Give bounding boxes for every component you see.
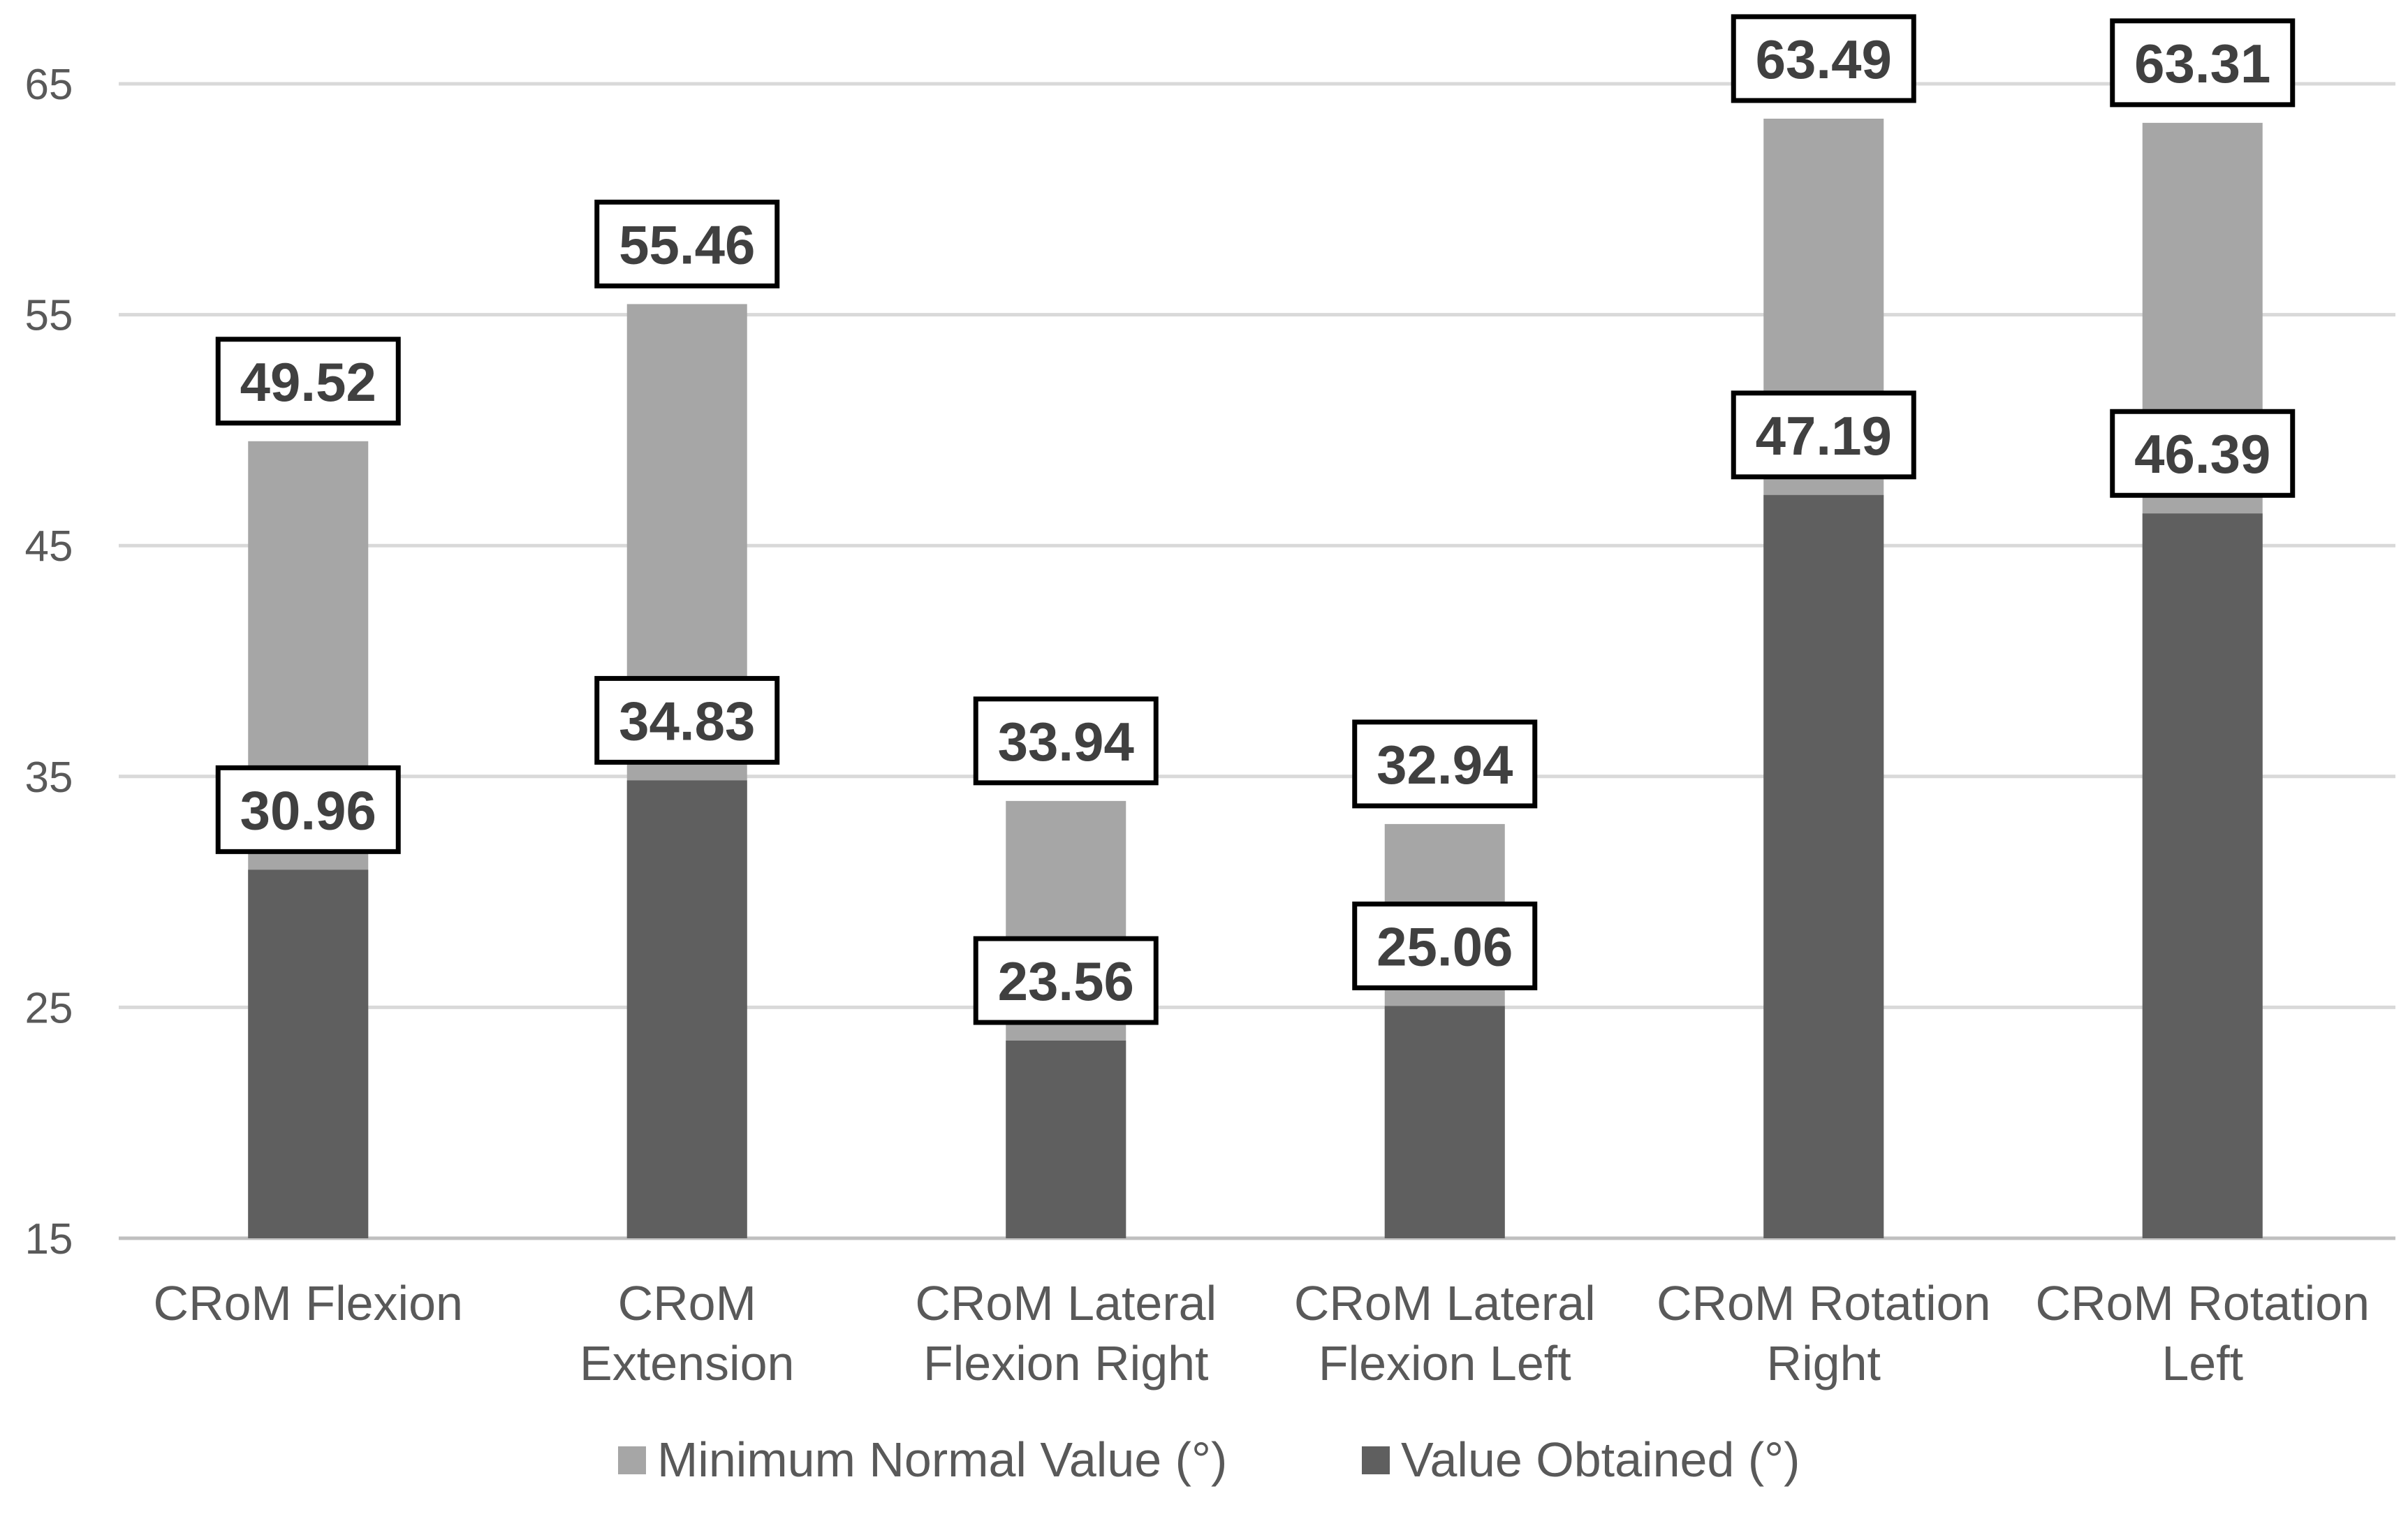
bar-value-obtained: [1006, 1041, 1126, 1238]
x-category-label: CRoM Lateral: [915, 1276, 1217, 1330]
label-minimum-normal-box: [594, 199, 780, 288]
label-minimum-normal: 63.31: [2134, 33, 2270, 94]
bar-value-obtained: [248, 869, 369, 1238]
x-category-label: Left: [2161, 1336, 2243, 1390]
x-category-label: CRoM Rotation: [2035, 1276, 2370, 1330]
x-category-label: CRoM Flexion: [154, 1276, 463, 1330]
label-value-obtained-box: [1352, 901, 1538, 990]
x-category-label: Flexion Right: [923, 1336, 1209, 1390]
y-tick-label: 55: [25, 292, 73, 340]
label-value-obtained-box: [1731, 390, 1916, 480]
label-value-obtained: 34.83: [619, 690, 755, 751]
label-value-obtained: 23.56: [998, 951, 1134, 1012]
label-value-obtained-box: [2110, 409, 2296, 498]
legend-swatch: [618, 1446, 646, 1474]
label-minimum-normal-box: [2110, 18, 2296, 108]
gridlines: [119, 82, 2395, 1240]
label-value-obtained: 47.19: [1756, 405, 1892, 467]
y-tick-label: 35: [25, 754, 73, 802]
legend-swatch: [1362, 1446, 1390, 1474]
label-value-obtained: 30.96: [240, 779, 376, 841]
x-category-label: CRoM Rotation: [1657, 1276, 1991, 1330]
x-category-label: Flexion Left: [1319, 1336, 1571, 1390]
bar-value-obtained: [2142, 513, 2263, 1238]
y-tick-label: 65: [25, 61, 73, 109]
label-value-obtained: 25.06: [1376, 916, 1513, 977]
legend: Minimum Normal Value (°) Value Obtained (…: [618, 1432, 1800, 1487]
legend-label: Minimum Normal Value (°): [657, 1432, 1227, 1487]
label-minimum-normal-box: [973, 696, 1159, 786]
label-minimum-normal-box: [1352, 719, 1538, 809]
legend-label: Value Obtained (°): [1401, 1432, 1800, 1487]
label-minimum-normal-box: [215, 337, 401, 426]
x-category-label: CRoM: [618, 1276, 756, 1330]
label-minimum-normal: 55.46: [619, 214, 755, 275]
label-value-obtained-box: [594, 675, 780, 765]
label-value-obtained: 46.39: [2134, 423, 2270, 485]
x-category-label: Extension: [580, 1336, 794, 1390]
y-tick-label: 45: [25, 522, 73, 571]
x-category-label: Right: [1767, 1336, 1881, 1390]
label-minimum-normal: 33.94: [998, 711, 1134, 772]
label-value-obtained-box: [215, 765, 401, 854]
label-minimum-normal: 32.94: [1376, 734, 1513, 795]
bar-value-obtained: [626, 780, 747, 1238]
label-minimum-normal: 49.52: [240, 351, 376, 413]
y-tick-label: 25: [25, 984, 73, 1032]
bar-value-obtained: [1384, 1006, 1505, 1238]
x-category-label: CRoM Lateral: [1294, 1276, 1596, 1330]
bar-value-obtained: [1763, 494, 1884, 1238]
label-minimum-normal-box: [1731, 14, 1916, 103]
data-labels: 49.52 30.96 55.46 34.83 33.94 23.56 32.94 25.06…: [215, 14, 2296, 1025]
y-axis: 15 25 35 45 55 65: [25, 61, 73, 1263]
bars: [248, 118, 2263, 1239]
label-minimum-normal: 63.49: [1756, 29, 1892, 90]
y-tick-label: 15: [25, 1215, 73, 1263]
x-axis: CRoM Flexion CRoM Extension CRoM Lateral Fle…: [154, 1276, 2370, 1390]
label-value-obtained-box: [973, 936, 1159, 1025]
